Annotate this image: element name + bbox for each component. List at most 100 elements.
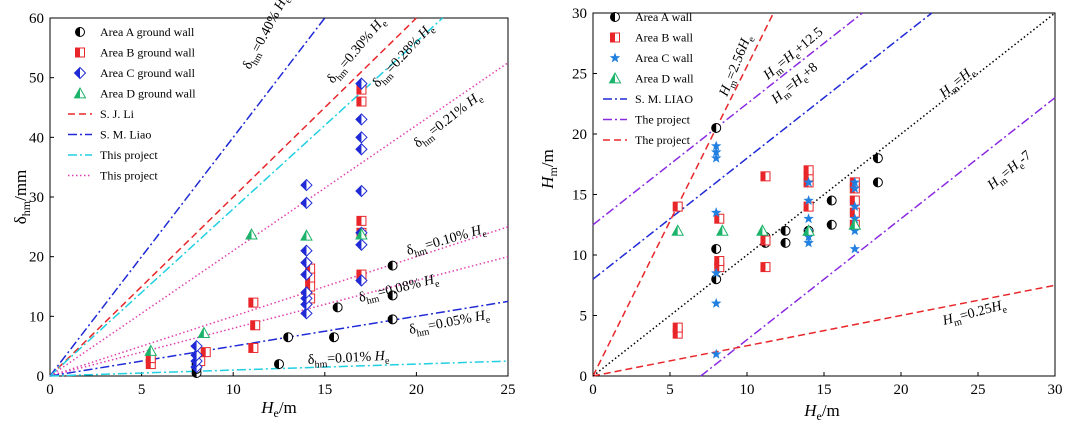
data-point [300, 286, 313, 299]
data-point [300, 244, 313, 257]
data-point [248, 297, 259, 308]
data-point [848, 218, 862, 230]
data-point [803, 231, 814, 242]
data-points [144, 77, 398, 379]
legend-marker [73, 86, 87, 99]
x-tick-label: 15 [317, 382, 332, 398]
legend-label: S. M. LIAO [635, 92, 693, 106]
data-point [710, 297, 722, 308]
x-axis-label: He/m [803, 401, 840, 423]
data-point [248, 342, 259, 353]
x-tick-label: 25 [501, 382, 516, 398]
data-point [387, 290, 398, 301]
x-tick-label: 15 [817, 382, 832, 398]
data-point [714, 213, 725, 224]
data-point [760, 262, 771, 273]
x-tick-label: 10 [226, 382, 241, 398]
data-point [711, 243, 722, 254]
x-tick-label: 20 [894, 382, 909, 398]
chart-right: 0 5 10 15 20 25 30051015202530Hm=2.56HeHm=He+1… [538, 6, 1063, 423]
data-point [387, 314, 398, 325]
x-tick-label: 5 [666, 382, 674, 398]
data-point [300, 178, 313, 192]
series-line [700, 97, 1056, 377]
series-line [592, 12, 775, 377]
data-point [710, 348, 722, 359]
data-point [245, 228, 258, 240]
data-point [803, 176, 814, 187]
series-line [592, 12, 863, 226]
line-annotation: δhm=0.21% He [411, 89, 487, 154]
data-point [826, 195, 837, 206]
data-point [849, 213, 861, 224]
data-point [355, 143, 368, 156]
data-point [849, 243, 861, 254]
data-point [849, 182, 861, 193]
legend-label: S. J. Li [100, 107, 135, 121]
y-tick-label: 10 [29, 309, 44, 325]
data-point [355, 238, 368, 251]
data-point [802, 224, 815, 236]
data-point [710, 267, 722, 278]
legend-label: Area B ground wall [100, 46, 196, 60]
legend-label: Area D ground wall [100, 87, 196, 101]
data-point [780, 237, 791, 248]
reference-lines [49, 17, 509, 377]
data-point [714, 256, 725, 267]
data-point [332, 302, 343, 313]
legend-right: Area A wall Area B wall Area C wall Area D … [603, 10, 694, 147]
y-tick-label: 0 [37, 369, 45, 385]
data-point [803, 201, 814, 212]
line-annotation: Hm=He [936, 63, 980, 104]
legend-label: Area C wall [635, 51, 694, 65]
data-points [671, 122, 883, 359]
legend-label: Area B wall [635, 31, 694, 45]
data-point [872, 177, 883, 188]
data-point [250, 320, 261, 331]
data-point [711, 274, 722, 285]
data-point [756, 224, 769, 236]
legend-marker [610, 12, 620, 22]
x-tick-label: 20 [409, 382, 424, 398]
y-tick-label: 15 [572, 188, 587, 204]
data-point [328, 332, 339, 343]
data-point [300, 307, 313, 320]
line-annotation: Hm=He-7 [984, 148, 1036, 196]
data-point [283, 332, 294, 343]
series-line [49, 17, 444, 377]
legend-marker [75, 47, 85, 58]
data-point [355, 131, 368, 144]
y-axis-label: δhm/mm [11, 170, 33, 225]
line-annotation: Hm=0.25He [940, 297, 1009, 332]
data-point [672, 322, 683, 333]
data-point [710, 152, 722, 163]
x-tick-label: 5 [138, 382, 146, 398]
data-point [200, 347, 211, 358]
line-annotations: Hm=2.56HeHm=He+12.5Hm=He+8Hm=HeHm=He-7Hm… [716, 25, 1036, 332]
data-point [387, 260, 398, 271]
y-tick-label: 60 [29, 11, 44, 27]
data-point [711, 122, 722, 133]
series-line [49, 255, 509, 377]
y-tick-label: 10 [572, 248, 587, 264]
data-point [710, 146, 722, 157]
data-point [197, 326, 211, 338]
data-point [710, 207, 722, 218]
data-point [274, 359, 284, 370]
y-tick-label: 20 [29, 250, 44, 266]
legend-label: This project [100, 148, 158, 162]
data-point [849, 225, 861, 236]
data-point [672, 201, 683, 212]
data-point [356, 96, 367, 107]
series-line [49, 226, 509, 377]
y-tick-label: 25 [572, 67, 587, 83]
y-tick-label: 50 [29, 71, 44, 87]
data-point [355, 274, 368, 287]
line-annotation: Hm=2.56He [716, 32, 758, 100]
data-point [849, 201, 861, 212]
data-point [710, 140, 722, 151]
data-point [300, 196, 313, 210]
legend-label: S. M. Liao [100, 128, 151, 142]
